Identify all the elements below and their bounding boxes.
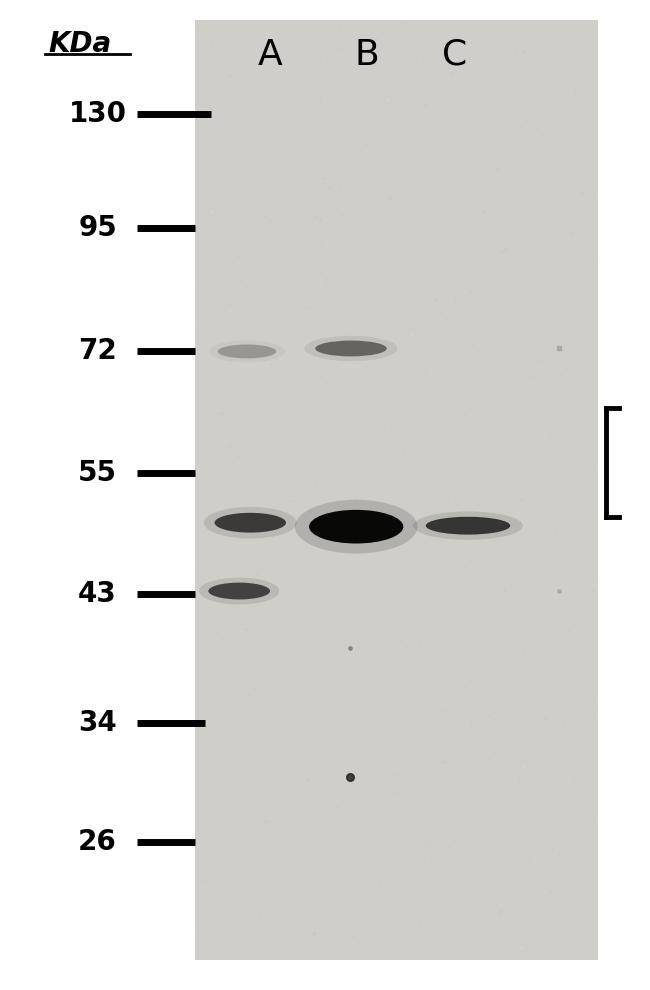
Text: 95: 95 — [78, 214, 117, 242]
Text: 26: 26 — [78, 828, 117, 855]
Text: 72: 72 — [78, 338, 117, 365]
Ellipse shape — [413, 512, 523, 540]
Ellipse shape — [218, 345, 276, 358]
Ellipse shape — [315, 341, 387, 356]
Ellipse shape — [309, 510, 403, 544]
Text: B: B — [355, 38, 380, 71]
Bar — [195, 20, 598, 960]
Ellipse shape — [199, 577, 280, 605]
Text: 34: 34 — [78, 709, 117, 737]
Text: 55: 55 — [78, 459, 117, 487]
Ellipse shape — [295, 500, 417, 553]
Text: A: A — [257, 38, 282, 71]
Ellipse shape — [203, 507, 296, 539]
Text: KDa: KDa — [49, 30, 112, 57]
Ellipse shape — [426, 517, 510, 535]
Ellipse shape — [304, 336, 398, 361]
Ellipse shape — [214, 513, 286, 533]
Text: C: C — [443, 38, 467, 71]
Text: 130: 130 — [68, 100, 127, 128]
Text: 43: 43 — [78, 580, 117, 608]
Ellipse shape — [208, 582, 270, 599]
